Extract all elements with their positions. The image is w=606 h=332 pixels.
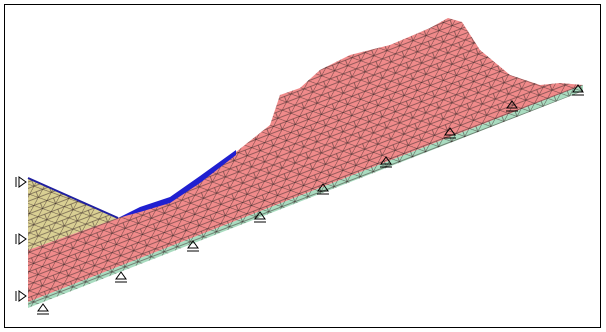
page	[0, 0, 606, 332]
mesh-view	[0, 0, 606, 332]
